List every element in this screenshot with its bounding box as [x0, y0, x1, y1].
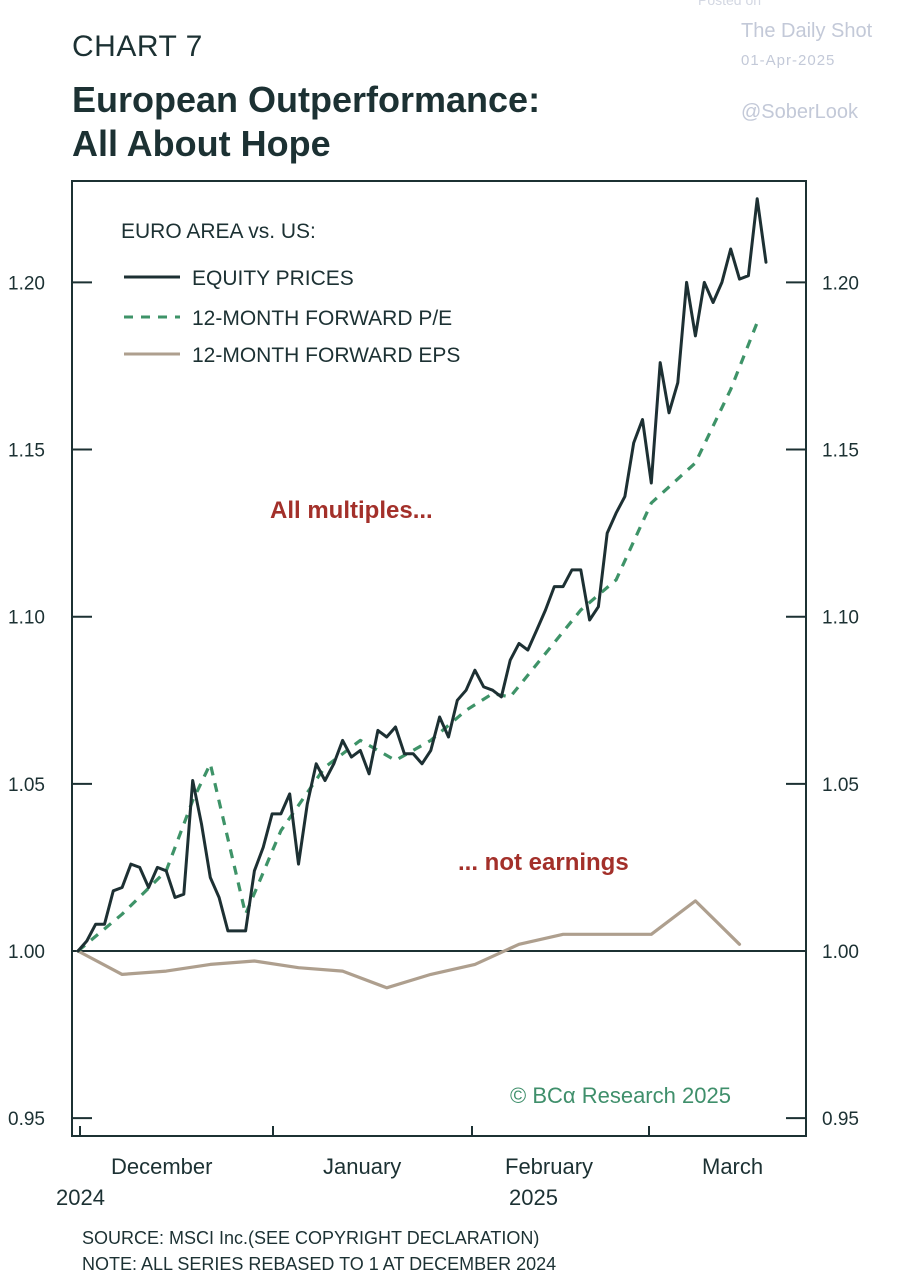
- y-tick-label-left: 1.00: [8, 942, 45, 963]
- y-axis-right: 0.95 1.00 1.05 1.10 1.15 1.20: [786, 273, 859, 1130]
- watermark-handle: @SoberLook: [741, 101, 859, 123]
- chart-label: CHART 7: [72, 30, 203, 63]
- equity-prices-line: [76, 197, 768, 953]
- chart-title-line-2: All About Hope: [72, 123, 331, 164]
- y-tick-label-right: 1.15: [822, 441, 859, 462]
- footer-source: SOURCE: MSCI Inc.(SEE COPYRIGHT DECLARAT…: [82, 1228, 540, 1248]
- legend-label-equity: EQUITY PRICES: [192, 267, 354, 290]
- plot-frame-rect: [71, 180, 807, 1137]
- y-tick-label-left: 1.20: [8, 273, 45, 294]
- y-tick-label-right: 1.10: [822, 608, 859, 629]
- legend-label-pe: 12-MONTH FORWARD P/E: [192, 307, 452, 330]
- plot-frame: [71, 180, 807, 1137]
- watermark-date: 01-Apr-2025: [741, 52, 836, 69]
- forward-pe-line: [76, 321, 759, 953]
- x-tick-label: March: [702, 1154, 763, 1179]
- series-lines: [72, 197, 806, 990]
- footer-note: NOTE: ALL SERIES REBASED TO 1 AT DECEMBE…: [82, 1254, 557, 1274]
- watermark-posted: Posted on: [698, 0, 762, 8]
- x-tick-label: December: [111, 1154, 212, 1179]
- annotation-multiples: All multiples...: [270, 497, 433, 524]
- y-tick-label-left: 1.10: [8, 608, 45, 629]
- x-year-label: 2024: [56, 1185, 105, 1210]
- y-tick-label-left: 1.05: [8, 775, 45, 796]
- forward-eps-line: [76, 899, 742, 990]
- x-tick-label: January: [323, 1154, 401, 1179]
- y-tick-label-right: 1.20: [822, 273, 859, 294]
- watermark-name: The Daily Shot: [741, 20, 873, 42]
- annotation-earnings: ... not earnings: [458, 849, 629, 876]
- y-tick-label-right: 1.00: [822, 942, 859, 963]
- chart-title: European Outperformance: All About Hope: [72, 78, 540, 166]
- y-tick-label-left: 1.15: [8, 441, 45, 462]
- y-tick-label-right: 0.95: [822, 1109, 859, 1130]
- x-axis: December January February March 2024 2025: [56, 1126, 763, 1210]
- x-tick-label: February: [505, 1154, 593, 1179]
- x-year-label: 2025: [509, 1185, 558, 1210]
- y-axis-left: 0.95 1.00 1.05 1.10 1.15 1.20: [8, 273, 92, 1130]
- footer: SOURCE: MSCI Inc.(SEE COPYRIGHT DECLARAT…: [82, 1225, 556, 1277]
- y-tick-label-right: 1.05: [822, 775, 859, 796]
- chart-title-line-1: European Outperformance:: [72, 79, 541, 120]
- y-tick-label-left: 0.95: [8, 1109, 45, 1130]
- copyright-text: © BCα Research 2025: [510, 1083, 731, 1108]
- legend-label-eps: 12-MONTH FORWARD EPS: [192, 344, 460, 367]
- legend: EURO AREA vs. US: EQUITY PRICES 12-MONTH…: [121, 220, 460, 367]
- legend-title: EURO AREA vs. US:: [121, 220, 316, 243]
